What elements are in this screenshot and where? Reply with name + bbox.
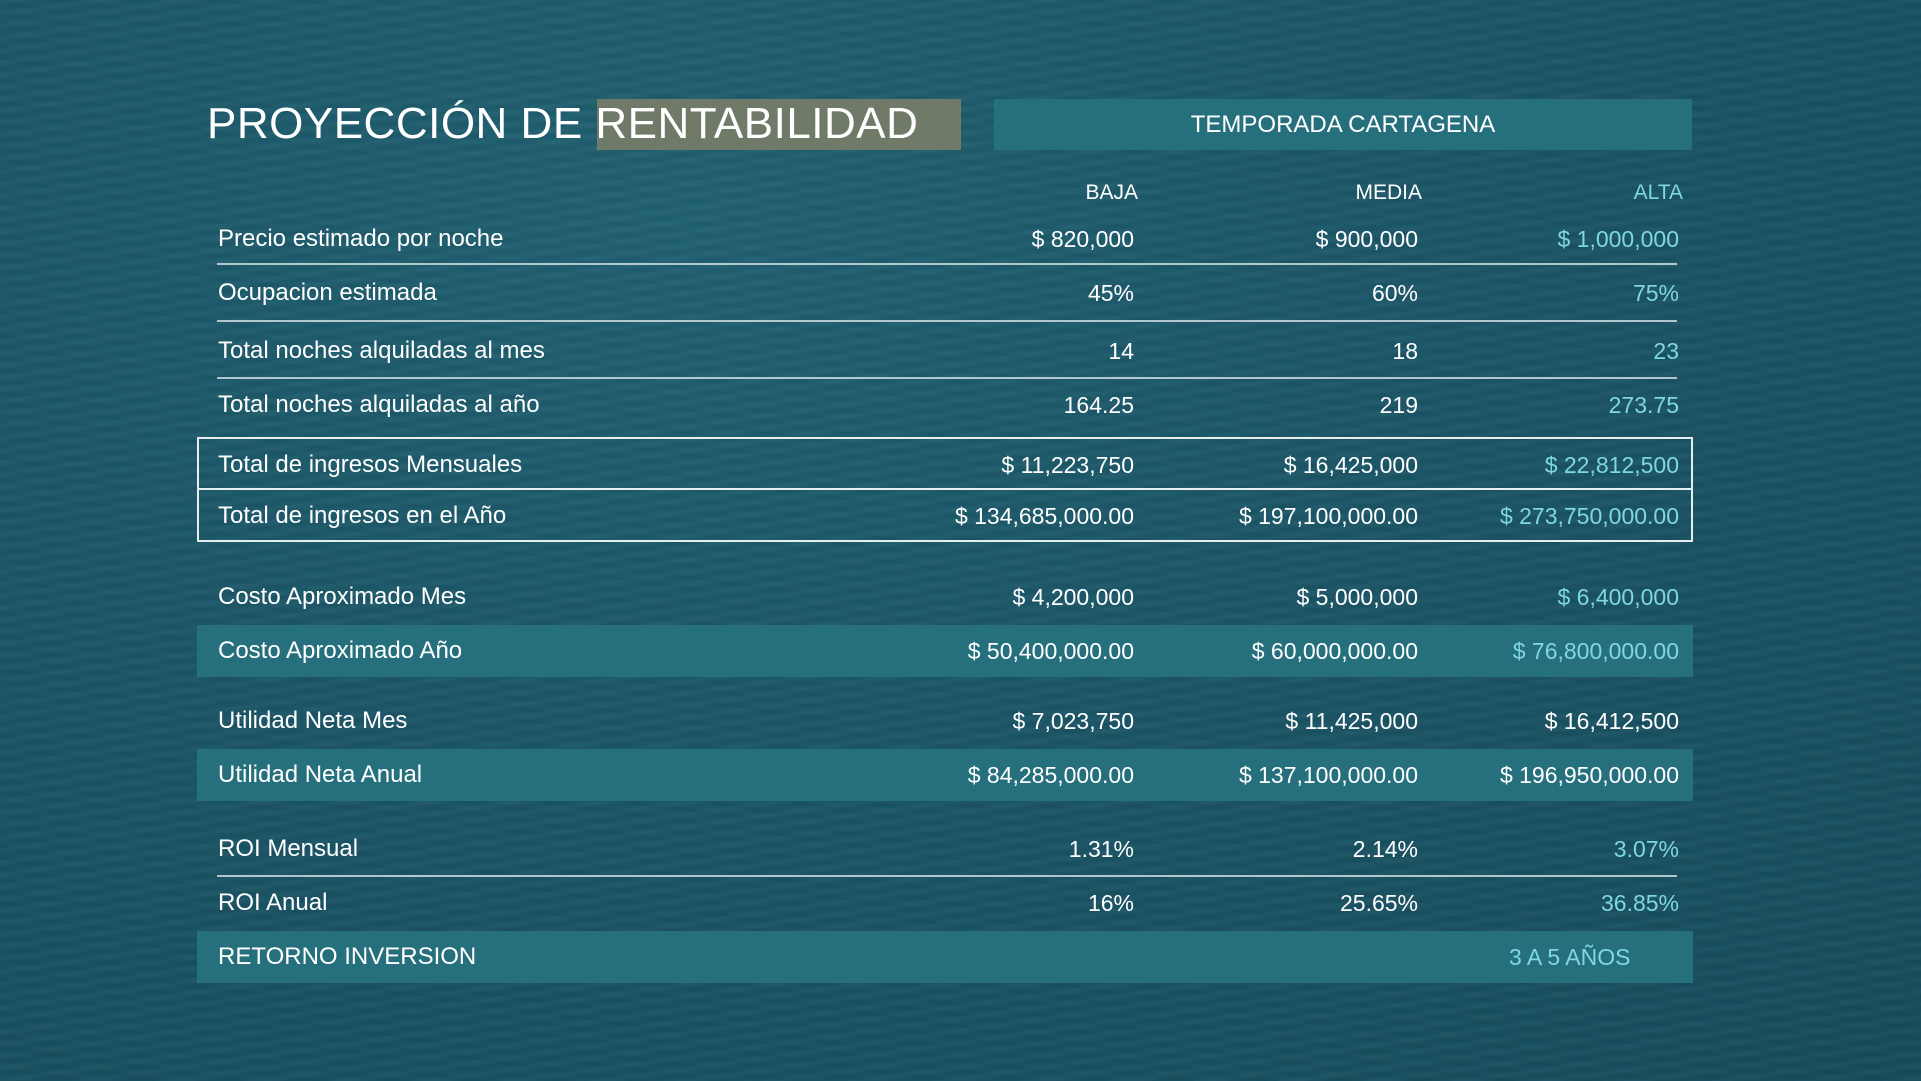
value-media: 219 xyxy=(1379,392,1418,418)
row-label: ROI Anual xyxy=(218,889,328,916)
row-divider xyxy=(217,320,1677,322)
value-baja: 1.31% xyxy=(1068,836,1134,862)
value-media: $ 16,425,000 xyxy=(1283,452,1418,478)
value-alta: $ 1,000,000 xyxy=(1557,226,1679,252)
title-highlight xyxy=(597,99,961,150)
return-value: 3 A 5 AÑOS xyxy=(1509,944,1631,970)
value-baja: 164.25 xyxy=(1063,392,1134,418)
table-row-ingresos-ano: Total de ingresos en el Año $ 134,685,00… xyxy=(197,488,1693,542)
value-alta: 23 xyxy=(1653,338,1679,364)
row-label: Total de ingresos Mensuales xyxy=(218,451,523,478)
value-baja: $ 134,685,000.00 xyxy=(954,503,1134,529)
value-baja: 45% xyxy=(1087,280,1134,306)
value-media: $ 60,000,000.00 xyxy=(1251,638,1418,664)
value-media: $ 900,000 xyxy=(1315,226,1418,252)
value-baja: $ 7,023,750 xyxy=(1012,708,1134,734)
row-label: Utilidad Neta Anual xyxy=(218,761,423,788)
table-row-roi-anual: ROI Anual 16% 25.65% 36.85% xyxy=(197,877,1693,929)
table-row-utilidad-mes: Utilidad Neta Mes $ 7,023,750 $ 11,425,0… xyxy=(197,695,1693,747)
value-alta: $ 16,412,500 xyxy=(1544,708,1679,734)
value-alta: $ 22,812,500 xyxy=(1544,452,1679,478)
row-label: Ocupacion estimada xyxy=(218,279,437,306)
value-alta: $ 76,800,000.00 xyxy=(1512,638,1679,664)
column-header-baja: BAJA xyxy=(1085,181,1138,204)
season-header: TEMPORADA CARTAGENA xyxy=(994,99,1692,150)
value-baja: 14 xyxy=(1108,338,1134,364)
row-label: Utilidad Neta Mes xyxy=(218,707,408,734)
table-row-costo-mes: Costo Aproximado Mes $ 4,200,000 $ 5,000… xyxy=(197,571,1693,623)
table-row-noches-mes: Total noches alquiladas al mes 14 18 23 xyxy=(197,325,1693,377)
row-label: ROI Mensual xyxy=(218,835,359,862)
value-media: 60% xyxy=(1371,280,1418,306)
value-media: $ 137,100,000.00 xyxy=(1238,762,1418,788)
value-alta: $ 273,750,000.00 xyxy=(1499,503,1679,529)
table-row-costo-ano: Costo Aproximado Año $ 50,400,000.00 $ 6… xyxy=(197,625,1693,677)
value-baja: $ 84,285,000.00 xyxy=(967,762,1134,788)
value-alta: 273.75 xyxy=(1608,392,1679,418)
value-baja: 16% xyxy=(1087,890,1134,916)
value-alta: 3.07% xyxy=(1613,836,1679,862)
row-label: Costo Aproximado Mes xyxy=(218,583,467,610)
row-label: Total noches alquiladas al año xyxy=(218,391,540,418)
value-alta: $ 6,400,000 xyxy=(1557,584,1679,610)
value-media: 2.14% xyxy=(1352,836,1418,862)
value-baja: $ 11,223,750 xyxy=(1001,452,1134,478)
value-media: $ 197,100,000.00 xyxy=(1238,503,1418,529)
table-row-utilidad-anual: Utilidad Neta Anual $ 84,285,000.00 $ 13… xyxy=(197,749,1693,801)
value-media: $ 5,000,000 xyxy=(1296,584,1418,610)
value-alta: $ 196,950,000.00 xyxy=(1499,762,1679,788)
row-divider xyxy=(217,377,1677,379)
value-media: 18 xyxy=(1392,338,1418,364)
value-alta: 75% xyxy=(1632,280,1679,306)
value-baja: $ 50,400,000.00 xyxy=(967,638,1134,664)
value-media: $ 11,425,000 xyxy=(1285,708,1418,734)
row-divider xyxy=(217,263,1677,265)
value-baja: $ 820,000 xyxy=(1031,226,1134,252)
column-header-media: MEDIA xyxy=(1355,181,1422,204)
row-label: Total de ingresos en el Año xyxy=(218,502,507,529)
row-label: Total noches alquiladas al mes xyxy=(218,337,545,364)
table-row-retorno-inversion: RETORNO INVERSION 3 A 5 AÑOS xyxy=(197,931,1693,983)
row-label: Costo Aproximado Año xyxy=(218,637,463,664)
table-row-ocupacion: Ocupacion estimada 45% 60% 75% xyxy=(197,267,1693,319)
table-row-roi-mensual: ROI Mensual 1.31% 2.14% 3.07% xyxy=(197,823,1693,875)
value-media: 25.65% xyxy=(1339,890,1418,916)
value-baja: $ 4,200,000 xyxy=(1012,584,1134,610)
row-label: Precio estimado por noche xyxy=(218,225,504,252)
table-row-ingresos-mensuales: Total de ingresos Mensuales $ 11,223,750… xyxy=(197,437,1693,490)
table-row-precio-noche: Precio estimado por noche $ 820,000 $ 90… xyxy=(197,213,1693,265)
row-label: RETORNO INVERSION xyxy=(218,943,477,970)
table-row-noches-ano: Total noches alquiladas al año 164.25 21… xyxy=(197,379,1693,431)
row-divider xyxy=(217,875,1677,877)
column-header-alta: ALTA xyxy=(1633,181,1683,204)
value-alta: 36.85% xyxy=(1600,890,1679,916)
page-title: PROYECCIÓN DE RENTABILIDAD xyxy=(207,99,919,148)
